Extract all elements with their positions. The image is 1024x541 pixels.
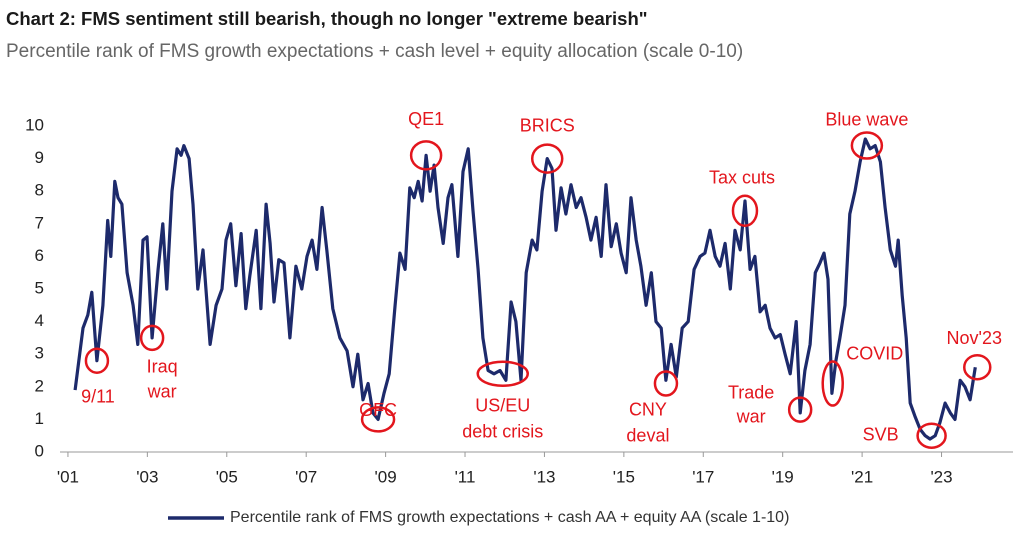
y-tick-label: 4 [35,311,44,330]
y-tick-label: 9 [35,148,44,167]
y-tick-label: 6 [35,246,44,265]
chart-subtitle: Percentile rank of FMS growth expectatio… [6,41,743,62]
x-tick-label: '19 [772,467,794,486]
x-tick-label: '23 [930,467,952,486]
x-tick-label: '03 [136,467,158,486]
annotation-label: BRICS [520,115,575,135]
legend-label: Percentile rank of FMS growth expectatio… [230,509,789,526]
x-tick-label: '17 [692,467,714,486]
annotation-circle [916,422,947,449]
y-tick-label: 2 [35,376,44,395]
x-tick-label: '13 [533,467,555,486]
annotation-circle [84,347,110,374]
annotation-label: Iraq [147,357,178,377]
annotation-label: 9/11 [81,386,115,406]
annotation-label: war [736,406,766,426]
annotation-label: US/EU [475,396,530,416]
annotation-circle [530,143,564,174]
y-tick-label: 10 [25,115,44,134]
annotation-label: Blue wave [825,109,908,129]
annotation-circle [139,324,165,352]
annotation-label: war [147,382,177,402]
x-tick-label: '09 [375,467,397,486]
annotation-label: QE1 [408,109,444,129]
x-tick-label: '21 [851,467,873,486]
y-tick-label: 1 [35,409,44,428]
annotation-circle [787,396,813,423]
x-tick-label: '11 [455,467,476,486]
annotation-circle [476,360,529,388]
annotation-label: CNY [629,399,667,419]
y-tick-label: 8 [35,181,44,200]
annotation-circle [850,131,884,160]
annotation-label: Nov'23 [947,328,1002,348]
annotation-label: deval [626,425,669,445]
x-tick-label: '05 [216,467,238,486]
annotation-circle [963,353,992,381]
annotation-circle [731,194,759,228]
y-tick-label: 5 [35,278,44,297]
y-tick-label: 7 [35,213,44,232]
annotation-label: debt crisis [462,422,543,442]
y-tick-label: 0 [35,441,44,460]
annotation-circle [653,370,679,397]
annotation-circle [821,360,844,407]
annotation-label: COVID [846,343,903,363]
annotation-label: Tax cuts [709,168,775,188]
annotation-label: SVB [863,424,899,444]
x-tick-label: '07 [295,467,317,486]
annotation-circle [409,140,443,171]
x-tick-label: '01 [57,467,79,486]
annotation-circle [360,406,396,433]
series-line [73,137,977,441]
y-tick-label: 3 [35,344,44,363]
annotation-label: GFC [359,400,397,420]
chart-title: Chart 2: FMS sentiment still bearish, th… [6,8,648,29]
annotation-label: Trade [728,382,774,402]
x-tick-label: '15 [613,467,635,486]
